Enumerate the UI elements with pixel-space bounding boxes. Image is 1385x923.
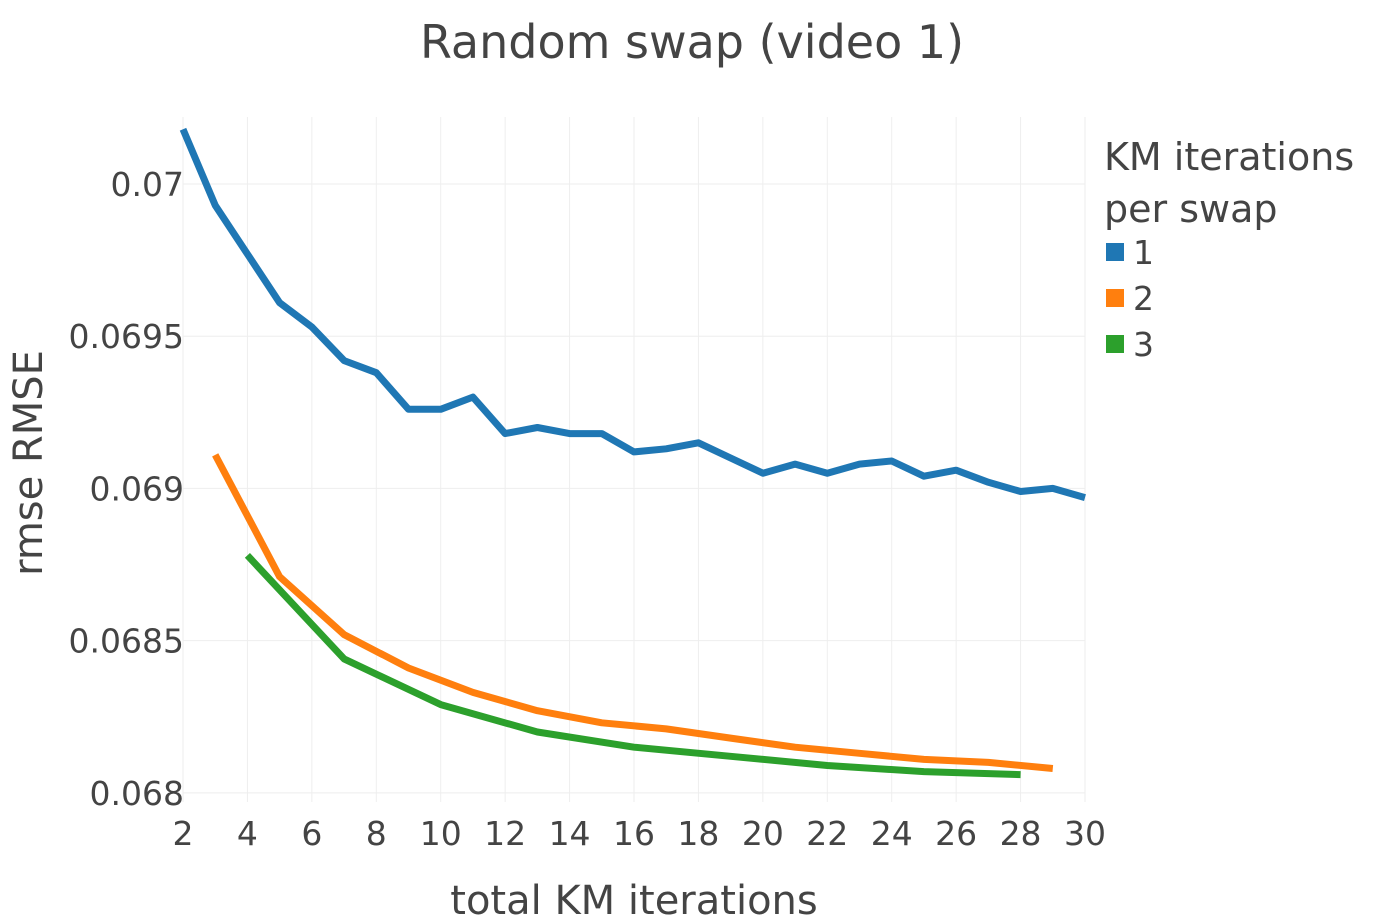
x-tick-label: 30 xyxy=(1064,814,1106,853)
legend-swatch-1 xyxy=(1106,243,1124,261)
x-tick-label: 26 xyxy=(935,814,977,853)
y-tick-label: 0.07 xyxy=(111,165,184,204)
x-tick-label: 20 xyxy=(742,814,784,853)
x-tick-label: 8 xyxy=(366,814,387,853)
legend-swatch-3 xyxy=(1106,335,1124,353)
y-gridlines xyxy=(183,183,1085,794)
series-line-1 xyxy=(179,127,1086,501)
x-tick-label: 16 xyxy=(613,814,655,853)
x-tick-label: 10 xyxy=(420,814,462,853)
legend-title-line-2: per swap xyxy=(1104,187,1278,231)
x-axis-title: total KM iterations xyxy=(450,878,817,923)
y-tick-label: 0.0685 xyxy=(69,622,184,661)
y-axis-ticks: 0.068 0.0685 0.069 0.0695 0.07 xyxy=(69,165,184,813)
legend-label-2: 2 xyxy=(1133,279,1154,318)
x-tick-label: 24 xyxy=(871,814,913,853)
legend-label-3: 3 xyxy=(1133,325,1154,364)
legend-label-1: 1 xyxy=(1133,233,1154,272)
x-tick-label: 4 xyxy=(237,814,258,853)
legend: KM iterations per swap 1 2 3 xyxy=(1104,135,1354,364)
x-tick-label: 14 xyxy=(549,814,591,853)
series-line-3 xyxy=(244,553,1021,779)
series-line-2 xyxy=(212,453,1054,772)
x-tick-label: 22 xyxy=(806,814,848,853)
x-tick-label: 28 xyxy=(1000,814,1042,853)
legend-title-line-1: KM iterations xyxy=(1104,135,1354,179)
chart-title: Random swap (video 1) xyxy=(420,15,964,69)
legend-swatch-2 xyxy=(1106,289,1124,307)
x-tick-label: 6 xyxy=(301,814,322,853)
y-tick-label: 0.068 xyxy=(90,774,184,813)
series-layer xyxy=(179,127,1086,779)
x-tick-label: 2 xyxy=(173,814,194,853)
x-gridlines xyxy=(182,117,1086,802)
x-axis-ticks: 2 4 6 8 10 12 14 16 18 20 22 24 26 28 30 xyxy=(173,814,1107,853)
y-tick-label: 0.069 xyxy=(90,469,184,508)
x-tick-label: 12 xyxy=(484,814,526,853)
y-tick-label: 0.0695 xyxy=(69,317,184,356)
x-tick-label: 18 xyxy=(677,814,719,853)
y-axis-title: rmse RMSE xyxy=(6,350,52,576)
